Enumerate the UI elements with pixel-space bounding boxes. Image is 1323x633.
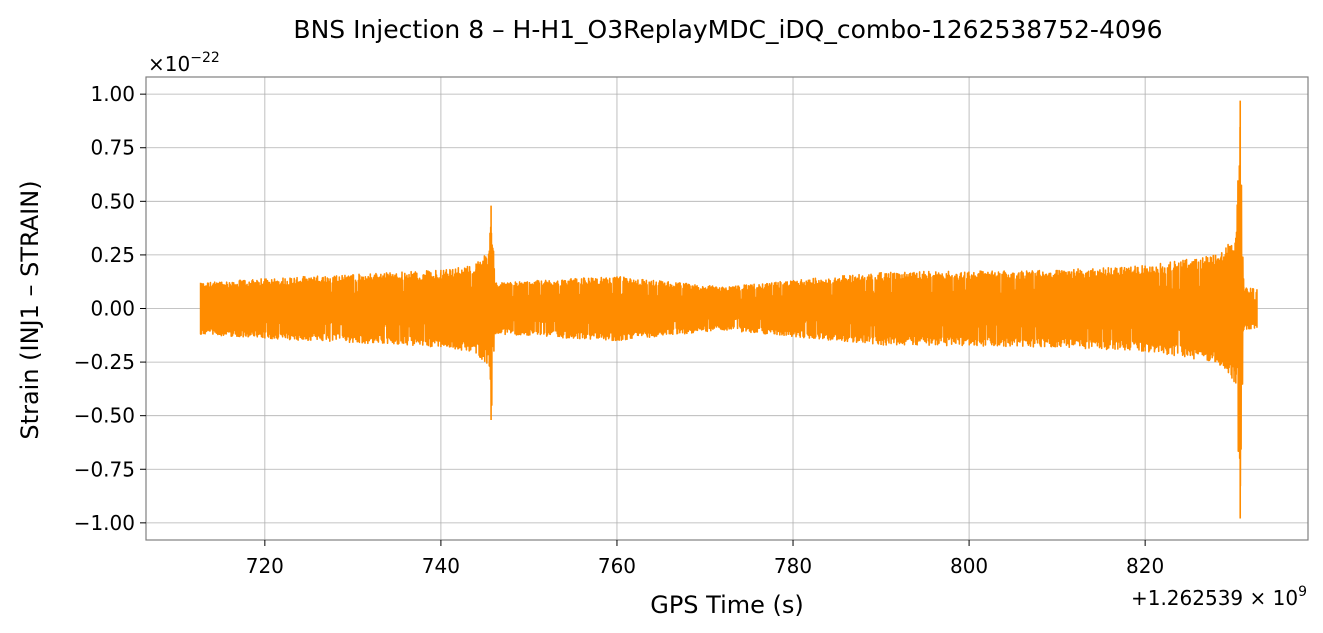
y-scale-exponent: −22 <box>190 50 220 66</box>
y-tick-label: −0.25 <box>74 350 135 374</box>
x-tick-label: 740 <box>422 554 460 578</box>
x-tick-label: 800 <box>950 554 988 578</box>
y-tick-label: −0.75 <box>74 457 135 481</box>
plot-area <box>199 100 1258 519</box>
x-offset-label: +1.262539 × 109 <box>1131 584 1307 610</box>
y-tick-label: 0.25 <box>90 243 135 267</box>
y-scale-base: ×10 <box>148 52 190 76</box>
strain-series-line <box>199 100 1258 519</box>
x-axis-label: GPS Time (s) <box>650 591 804 619</box>
x-tick-label: 720 <box>246 554 284 578</box>
y-tick-label: 0.75 <box>90 136 135 160</box>
x-tick-label: 760 <box>598 554 636 578</box>
y-tick-label: 0.00 <box>90 297 135 321</box>
axis-ticks: 720 740 760 780 800 820 1.00 0.75 0.50 0.25 0.00 −0… <box>74 82 1165 578</box>
y-tick-label: −1.00 <box>74 511 135 535</box>
y-tick-label: −0.50 <box>74 404 135 428</box>
x-tick-label: 780 <box>774 554 812 578</box>
y-axis-label: Strain (INJ1 – STRAIN) <box>16 180 44 439</box>
y-tick-label: 1.00 <box>90 82 135 106</box>
chart-title: BNS Injection 8 – H-H1_O3ReplayMDC_iDQ_c… <box>293 15 1162 44</box>
x-offset-exponent: 9 <box>1298 584 1307 600</box>
y-tick-label: 0.50 <box>90 189 135 213</box>
y-scale-factor: ×10−22 <box>148 50 220 76</box>
x-offset-base: +1.262539 × 10 <box>1131 586 1298 610</box>
x-tick-label: 820 <box>1126 554 1164 578</box>
